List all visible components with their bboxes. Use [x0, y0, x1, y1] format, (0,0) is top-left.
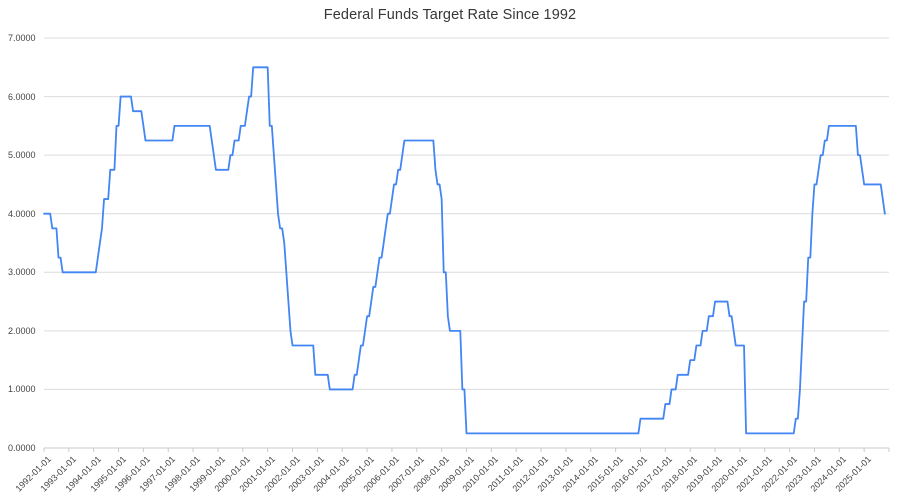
y-axis-label: 7.0000: [8, 33, 36, 43]
y-axis-label: 3.0000: [8, 267, 36, 278]
y-axis-label: 6.0000: [8, 91, 36, 102]
y-axis-label: 1.0000: [8, 384, 36, 395]
chart-title: Federal Funds Target Rate Since 1992: [323, 7, 577, 23]
y-axis-label: 0.0000: [8, 443, 36, 453]
rate-line-series: [43, 66, 886, 435]
y-axis-label: 2.0000: [8, 325, 36, 336]
y-axis-label: 4.0000: [8, 208, 36, 219]
y-axis-label: 5.0000: [8, 150, 36, 161]
